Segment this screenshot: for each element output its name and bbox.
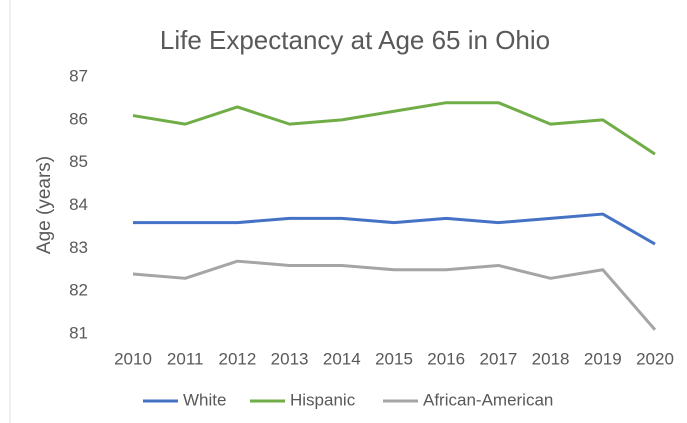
series-line <box>132 101 656 156</box>
x-tick-label: 2016 <box>427 349 465 368</box>
x-tick-label: 2017 <box>479 349 517 368</box>
series-line <box>132 259 657 331</box>
x-tick-label: 2013 <box>271 349 309 368</box>
y-tick-label: 82 <box>69 281 88 300</box>
legend-label: Hispanic <box>290 390 356 409</box>
x-tick-label: 2012 <box>218 349 256 368</box>
y-tick-label: 81 <box>69 323 88 342</box>
y-tick-label: 87 <box>69 66 88 85</box>
x-tick-label: 2015 <box>375 349 413 368</box>
chart-title: Life Expectancy at Age 65 in Ohio <box>160 25 550 55</box>
y-tick-label: 85 <box>69 152 88 171</box>
x-tick-label: 2019 <box>584 349 622 368</box>
x-tick-label: 2011 <box>167 349 204 368</box>
x-tick-label: 2020 <box>636 349 674 368</box>
y-tick-label: 83 <box>69 238 88 257</box>
y-tick-label: 86 <box>69 109 88 128</box>
x-tick-label: 2010 <box>114 349 152 368</box>
x-tick-label: 2018 <box>532 349 570 368</box>
x-tick-label: 2014 <box>323 349 361 368</box>
y-axis-label: Age (years) <box>34 156 55 254</box>
legend-label: White <box>183 390 226 409</box>
series-line <box>133 212 656 246</box>
legend-label: African-American <box>423 390 553 409</box>
y-tick-label: 84 <box>69 195 88 214</box>
